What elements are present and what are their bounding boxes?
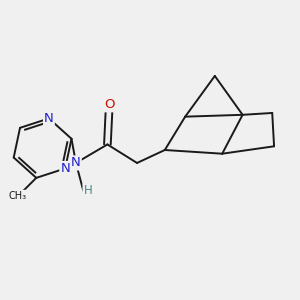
Text: H: H (83, 184, 92, 197)
Text: CH₃: CH₃ (8, 190, 26, 201)
Text: N: N (71, 157, 81, 169)
Text: O: O (104, 98, 115, 111)
Text: N: N (44, 112, 54, 125)
Text: N: N (60, 162, 70, 175)
